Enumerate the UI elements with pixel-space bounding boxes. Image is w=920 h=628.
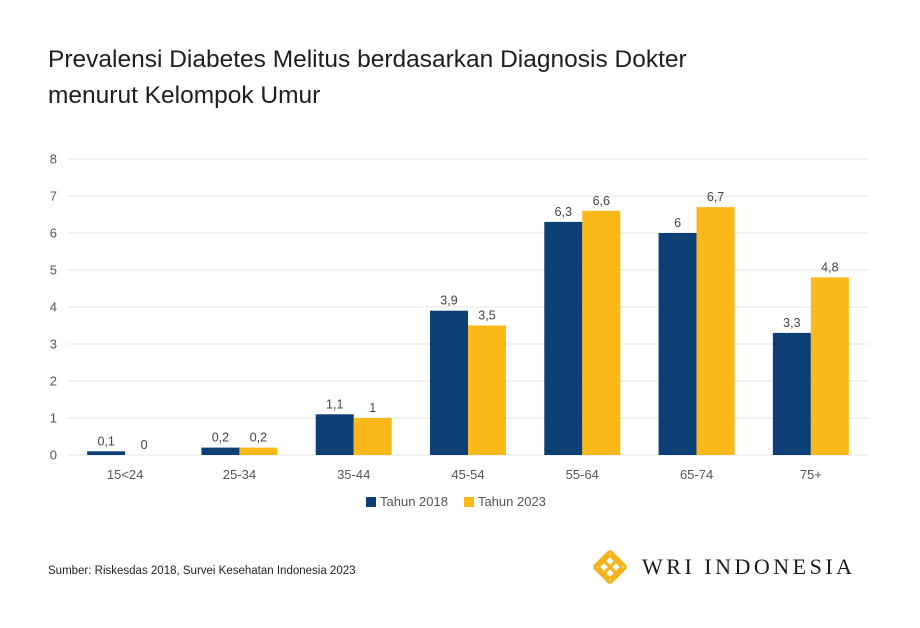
knot-strand (608, 565, 628, 585)
bar-2023 (582, 210, 621, 455)
knot-strand (592, 549, 612, 569)
y-tick-label: 1 (50, 411, 57, 426)
y-tick-label: 0 (50, 448, 57, 463)
y-tick-label: 4 (50, 300, 57, 315)
data-label: 1,1 (326, 397, 343, 411)
bar-2018 (87, 451, 126, 455)
data-label: 3,5 (478, 309, 495, 323)
bar-2023 (239, 447, 278, 455)
bar-2018 (658, 233, 697, 455)
legend-swatch-2023 (463, 496, 474, 507)
knot-strand (596, 565, 612, 581)
x-tick-label: 45-54 (451, 467, 484, 482)
legend-item-2023: Tahun 2023 (463, 494, 546, 509)
legend-swatch-2018 (366, 496, 376, 507)
knot-strand (608, 553, 624, 569)
chart-legend: Tahun 2018 Tahun 2023 (366, 494, 546, 509)
y-tick-label: 3 (50, 337, 57, 352)
source-note: Sumber: Riskesdas 2018, Survei Kesehatan… (48, 565, 356, 577)
x-tick-label: 15<24 (107, 467, 144, 482)
data-label: 0,2 (250, 431, 267, 445)
chart-title: Prevalensi Diabetes Melitus berdasarkan … (48, 42, 828, 114)
x-tick-label: 25-34 (223, 467, 256, 482)
legend-item-2018: Tahun 2018 (366, 494, 448, 509)
chart-title-line-2: menurut Kelompok Umur (48, 82, 321, 109)
knot-strand (608, 549, 628, 569)
data-label: 3,3 (783, 316, 800, 330)
data-label: 6,7 (707, 190, 724, 204)
y-tick-label: 8 (50, 152, 57, 167)
bar-2023 (696, 207, 735, 455)
x-tick-label: 75+ (800, 467, 822, 482)
bar-2023 (468, 325, 506, 455)
bar-2018 (772, 332, 811, 455)
x-tick-label: 65-74 (680, 467, 713, 482)
data-label: 6,6 (593, 194, 610, 208)
bar-2023 (810, 277, 849, 455)
chart-title-line-1: Prevalensi Diabetes Melitus berdasarkan … (48, 46, 687, 73)
data-label: 3,9 (440, 294, 457, 308)
legend-label-2018: Tahun 2018 (380, 494, 448, 509)
data-label: 0 (141, 438, 148, 452)
bar-2023 (353, 418, 392, 455)
data-label: 1 (369, 401, 376, 415)
y-tick-label: 2 (50, 374, 57, 389)
data-label: 6 (674, 216, 681, 230)
knot-strand (592, 565, 612, 585)
knot-strand (602, 559, 618, 575)
y-tick-label: 6 (50, 226, 57, 241)
wri-indonesia-logo: WRI INDONESIA (590, 547, 856, 587)
bar-2018 (315, 414, 354, 455)
bar-2018 (430, 310, 468, 455)
data-label: 4,8 (821, 260, 838, 274)
x-tick-label: 55-64 (566, 467, 599, 482)
logo-text: WRI INDONESIA (642, 554, 856, 579)
y-tick-label: 5 (50, 263, 57, 278)
bar-2018 (201, 447, 240, 455)
woven-knot-icon (592, 549, 628, 585)
data-label: 0,2 (212, 431, 229, 445)
bar-2018 (544, 221, 583, 455)
data-label: 0,1 (97, 434, 114, 448)
x-tick-label: 35-44 (337, 467, 370, 482)
y-tick-label: 7 (50, 189, 57, 204)
data-label: 6,3 (555, 205, 572, 219)
legend-label-2023: Tahun 2023 (477, 494, 546, 509)
